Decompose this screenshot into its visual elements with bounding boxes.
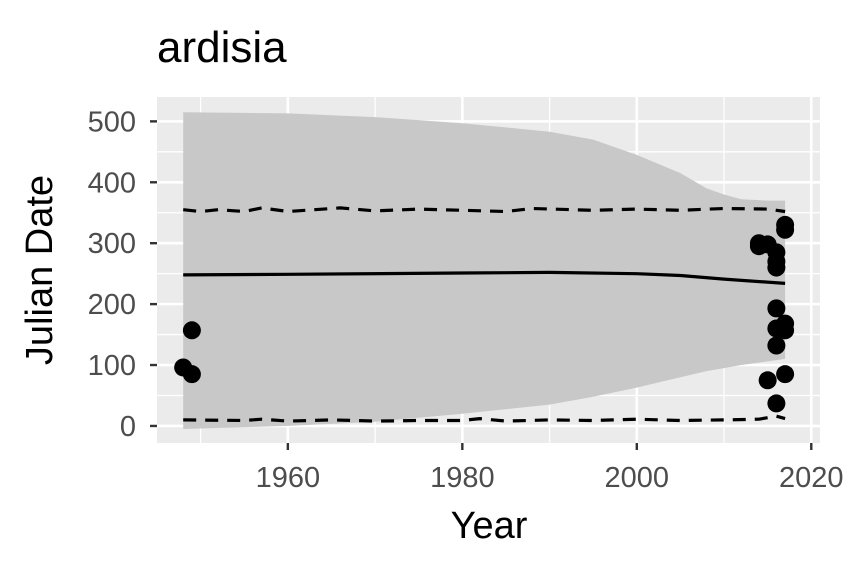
confidence-ribbon-layer [183, 112, 786, 429]
data-point [776, 220, 795, 239]
y-tick-label: 100 [88, 350, 136, 382]
x-axis-title: Year [451, 505, 528, 547]
lower-dashed-line [183, 414, 786, 423]
x-tick-label: 1960 [256, 462, 321, 494]
y-tick-label: 200 [88, 289, 136, 321]
x-tick-label: 1980 [430, 462, 495, 494]
y-tick-label: 500 [88, 106, 136, 138]
data-point [767, 336, 786, 355]
axes: 1960 1980 2000 2020 0 100 200 300 400 500 [88, 106, 844, 494]
y-tick-label: 300 [88, 228, 136, 260]
chart-title: ardisia [157, 23, 287, 72]
data-point [776, 365, 795, 384]
y-tick-label: 0 [120, 411, 136, 443]
data-point [767, 394, 786, 413]
y-axis-title: Julian Date [19, 175, 61, 365]
data-point [182, 365, 201, 384]
data-point [767, 299, 786, 318]
fit-line [183, 270, 786, 285]
data-point [767, 258, 786, 277]
x-tick-label: 2000 [605, 462, 670, 494]
line-layer [183, 206, 786, 423]
confidence-ribbon [183, 112, 786, 429]
data-point [758, 371, 777, 390]
x-tick-label: 2020 [779, 462, 844, 494]
y-tick-label: 400 [88, 167, 136, 199]
data-points [174, 215, 795, 413]
data-point [182, 321, 201, 340]
data-point [776, 321, 795, 340]
